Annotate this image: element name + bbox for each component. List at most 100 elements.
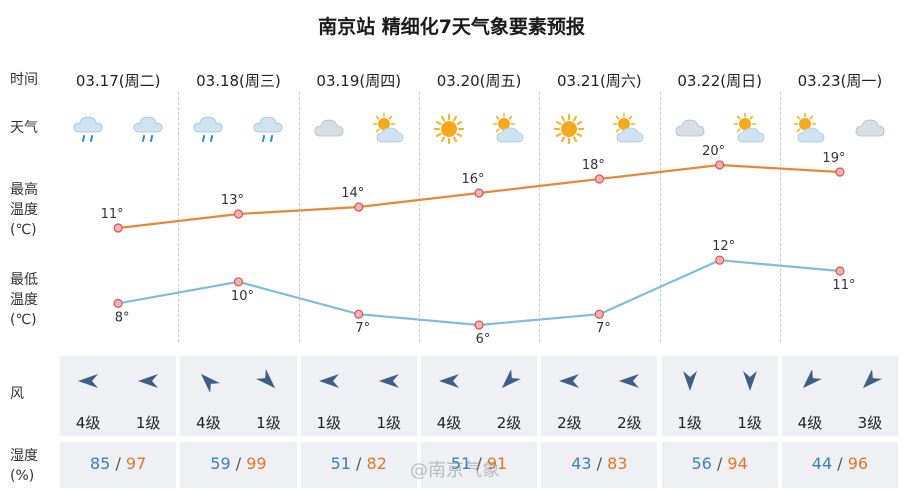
humidity-value: 85 / 97	[58, 454, 178, 473]
sunny-icon	[552, 112, 586, 146]
wind-direction-icon	[75, 370, 101, 392]
wind-band	[541, 356, 658, 436]
max-temp-label: 11°	[101, 207, 124, 222]
wind-band	[661, 356, 778, 436]
row-label-min-temp: 最低 温度 (℃)	[10, 270, 38, 330]
min-temp-label-line-2: 温度	[10, 292, 38, 308]
wind-level: 2级	[557, 414, 582, 432]
humidity-low: 43	[571, 454, 592, 473]
wind-band	[180, 356, 297, 436]
humidity-label-line-2: (%)	[10, 468, 35, 484]
wind-direction-icon	[616, 370, 642, 392]
humidity-separator: /	[832, 454, 848, 473]
column-divider	[779, 92, 781, 342]
wind-level: 1级	[135, 414, 161, 432]
min-temp-point	[715, 255, 725, 265]
min-temp-point	[233, 277, 244, 287]
min-temp-label: 6°	[476, 332, 491, 347]
max-temp-point	[715, 160, 725, 170]
wind-level: 1级	[677, 414, 702, 432]
sunny-icon	[432, 112, 466, 146]
column-divider	[418, 92, 420, 342]
wind-direction-icon	[496, 368, 522, 392]
date-label: 03.17(周二)	[75, 72, 161, 90]
humidity-value: 56 / 94	[660, 454, 780, 473]
partly-cloudy-icon	[372, 112, 406, 146]
humidity-high: 96	[847, 454, 869, 473]
date-label: 03.18(周三)	[196, 72, 281, 90]
row-label-wind: 风	[10, 386, 24, 402]
wind-level: 1级	[316, 414, 342, 432]
min-temp-label: 10°	[231, 289, 254, 304]
humidity-band	[300, 442, 417, 488]
wind-direction-icon	[255, 368, 281, 392]
date-label: 03.23(周一)	[797, 72, 883, 90]
humidity-band	[781, 442, 899, 488]
humidity-band	[661, 442, 778, 488]
wind-direction-icon	[857, 368, 883, 392]
partly-cloudy-icon	[612, 112, 646, 146]
humidity-separator: /	[591, 454, 608, 473]
wind-direction-icon	[135, 370, 161, 392]
wind-level: 2级	[617, 414, 642, 432]
wind-direction-icon	[737, 370, 763, 392]
humidity-label-line-1: 湿度	[10, 448, 38, 464]
row-label-humidity: 湿度 (%)	[10, 446, 38, 486]
humidity-value: 44 / 96	[780, 454, 900, 473]
wind-level: 4级	[196, 414, 221, 432]
min-temp-point	[835, 266, 845, 276]
min-temp-point	[354, 309, 364, 319]
humidity-low: 44	[811, 454, 833, 473]
min-temp-point	[594, 309, 604, 319]
wind-level: 4级	[75, 414, 101, 432]
watermark: @南京气象	[410, 460, 500, 481]
wind-direction-icon	[677, 370, 703, 392]
humidity-high: 97	[125, 454, 147, 473]
partly-cloudy-icon	[793, 112, 827, 146]
min-temp-label: 8°	[115, 310, 130, 325]
row-label-time: 时间	[10, 72, 38, 88]
humidity-high: 83	[607, 454, 628, 473]
humidity-band	[420, 442, 538, 488]
humidity-high: 91	[486, 454, 508, 473]
max-temp-point	[233, 209, 244, 219]
min-temp-label: 7°	[596, 321, 611, 336]
row-label-weather: 天气	[10, 120, 38, 136]
wind-direction-icon	[316, 370, 342, 392]
row-label-max-temp: 最高 温度 (℃)	[10, 180, 38, 240]
humidity-value: 51 / 82	[299, 454, 419, 473]
humidity-low: 85	[90, 454, 111, 473]
wind-direction-icon	[376, 370, 402, 392]
humidity-low: 56	[691, 454, 712, 473]
wind-direction-icon	[195, 370, 221, 394]
column-divider	[539, 92, 541, 342]
date-label: 03.20(周五)	[436, 72, 522, 90]
column-divider	[659, 92, 661, 342]
min-temp-label: 11°	[832, 278, 855, 293]
max-temp-label: 13°	[221, 193, 244, 208]
max-temp-point	[113, 223, 123, 233]
max-temp-point	[474, 188, 484, 198]
humidity-separator: /	[350, 454, 367, 473]
max-temp-label: 14°	[341, 186, 364, 201]
partly-cloudy-icon	[492, 112, 526, 146]
cloudy-icon	[673, 112, 707, 146]
min-temp-point	[474, 320, 484, 330]
wind-band	[60, 356, 177, 436]
max-temp-label-line-1: 最高	[10, 182, 38, 198]
max-temp-label: 16°	[462, 172, 485, 187]
max-temp-label-line-2: 温度	[10, 202, 38, 218]
light-rain-icon	[251, 112, 285, 146]
wind-level: 2级	[496, 414, 522, 432]
humidity-value: 59 / 99	[178, 454, 298, 473]
max-temp-point	[594, 174, 604, 184]
page-title: 南京站 精细化7天气象要素预报	[318, 16, 585, 38]
humidity-low: 51	[450, 454, 472, 473]
min-temp-label-line-3: (℃)	[10, 312, 37, 328]
min-temp-label-line-1: 最低	[10, 272, 38, 288]
column-divider	[178, 92, 180, 342]
humidity-low: 51	[330, 454, 351, 473]
column-divider	[298, 92, 300, 342]
humidity-high: 94	[727, 454, 748, 473]
light-rain-icon	[71, 112, 105, 146]
